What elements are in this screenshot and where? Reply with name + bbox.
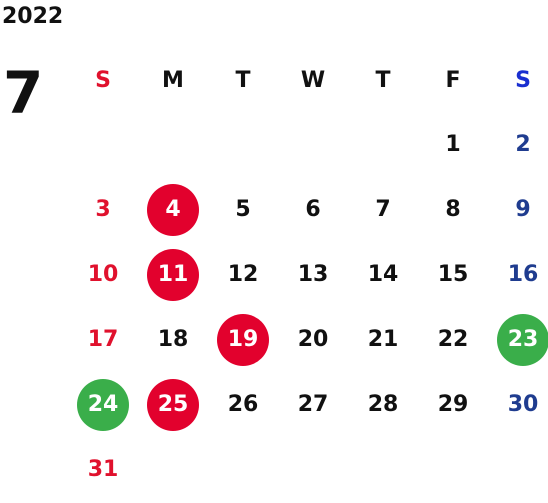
day-number: 31 bbox=[87, 457, 119, 482]
day-cell bbox=[138, 112, 208, 177]
day-number: 18 bbox=[157, 327, 189, 352]
day-cell: 12 bbox=[208, 242, 278, 307]
holiday-marker: 25 bbox=[147, 378, 199, 431]
weekday-saturday: S bbox=[515, 67, 531, 93]
day-number: 8 bbox=[445, 197, 461, 222]
day-cell bbox=[208, 437, 278, 502]
day-cell: 25 bbox=[138, 372, 208, 437]
holiday-marker: 19 bbox=[217, 313, 269, 366]
day-cell: 7 bbox=[348, 177, 418, 242]
day-number: 22 bbox=[437, 327, 469, 352]
day-cell: 9 bbox=[488, 177, 548, 242]
weekday-monday: M bbox=[162, 67, 184, 93]
weekday-wednesday: W bbox=[300, 67, 326, 93]
day-cell: 3 bbox=[68, 177, 138, 242]
day-number: 13 bbox=[297, 262, 329, 287]
day-cell: 21 bbox=[348, 307, 418, 372]
day-cell bbox=[138, 437, 208, 502]
day-number: 27 bbox=[297, 392, 329, 417]
day-cell: 13 bbox=[278, 242, 348, 307]
day-cell: 17 bbox=[68, 307, 138, 372]
day-cell: 24 bbox=[68, 372, 138, 437]
day-number: 2 bbox=[515, 132, 531, 157]
day-cell bbox=[68, 112, 138, 177]
weekday-sunday: S bbox=[95, 67, 111, 93]
weekday-thursday: T bbox=[375, 67, 391, 93]
day-cell: 8 bbox=[418, 177, 488, 242]
day-cell: 26 bbox=[208, 372, 278, 437]
day-number: 16 bbox=[507, 262, 539, 287]
day-cell: 1 bbox=[418, 112, 488, 177]
day-cell bbox=[278, 112, 348, 177]
day-cell: 10 bbox=[68, 242, 138, 307]
day-number: 6 bbox=[305, 197, 321, 222]
day-number: 7 bbox=[375, 197, 391, 222]
holiday-marker: 11 bbox=[147, 248, 199, 301]
day-number: 17 bbox=[87, 327, 119, 352]
special-marker: 23 bbox=[497, 313, 548, 366]
day-cell: 2 bbox=[488, 112, 548, 177]
day-cell bbox=[348, 112, 418, 177]
day-cell: 18 bbox=[138, 307, 208, 372]
calendar-grid: S M T W T F S 1 2 3 4 5 6 7 8 9 10 11 12… bbox=[68, 48, 548, 502]
day-cell: 6 bbox=[278, 177, 348, 242]
holiday-marker: 4 bbox=[147, 183, 199, 236]
day-number: 3 bbox=[95, 197, 111, 222]
day-cell: 30 bbox=[488, 372, 548, 437]
day-number: 21 bbox=[367, 327, 399, 352]
day-number: 10 bbox=[87, 262, 119, 287]
day-cell: 16 bbox=[488, 242, 548, 307]
day-cell bbox=[208, 112, 278, 177]
day-number: 9 bbox=[515, 197, 531, 222]
day-number: 26 bbox=[227, 392, 259, 417]
day-number: 20 bbox=[297, 327, 329, 352]
day-cell: 20 bbox=[278, 307, 348, 372]
day-cell bbox=[278, 437, 348, 502]
weekday-tuesday: T bbox=[235, 67, 251, 93]
day-cell: 29 bbox=[418, 372, 488, 437]
day-number: 28 bbox=[367, 392, 399, 417]
day-cell: 14 bbox=[348, 242, 418, 307]
day-number: 30 bbox=[507, 392, 539, 417]
day-cell: 19 bbox=[208, 307, 278, 372]
day-cell: 15 bbox=[418, 242, 488, 307]
year-label: 2022 bbox=[2, 4, 64, 29]
day-number: 29 bbox=[437, 392, 469, 417]
day-number: 12 bbox=[227, 262, 259, 287]
day-cell: 23 bbox=[488, 307, 548, 372]
day-number: 14 bbox=[367, 262, 399, 287]
day-cell: 11 bbox=[138, 242, 208, 307]
day-number: 1 bbox=[445, 132, 461, 157]
day-cell bbox=[488, 437, 548, 502]
day-cell bbox=[348, 437, 418, 502]
day-cell: 31 bbox=[68, 437, 138, 502]
day-cell: 22 bbox=[418, 307, 488, 372]
day-cell: 28 bbox=[348, 372, 418, 437]
day-cell: 27 bbox=[278, 372, 348, 437]
day-cell: 5 bbox=[208, 177, 278, 242]
day-number: 5 bbox=[235, 197, 251, 222]
special-marker: 24 bbox=[77, 378, 129, 431]
day-cell bbox=[418, 437, 488, 502]
day-number: 15 bbox=[437, 262, 469, 287]
month-number: 7 bbox=[3, 59, 44, 127]
day-cell: 4 bbox=[138, 177, 208, 242]
weekday-friday: F bbox=[445, 67, 461, 93]
